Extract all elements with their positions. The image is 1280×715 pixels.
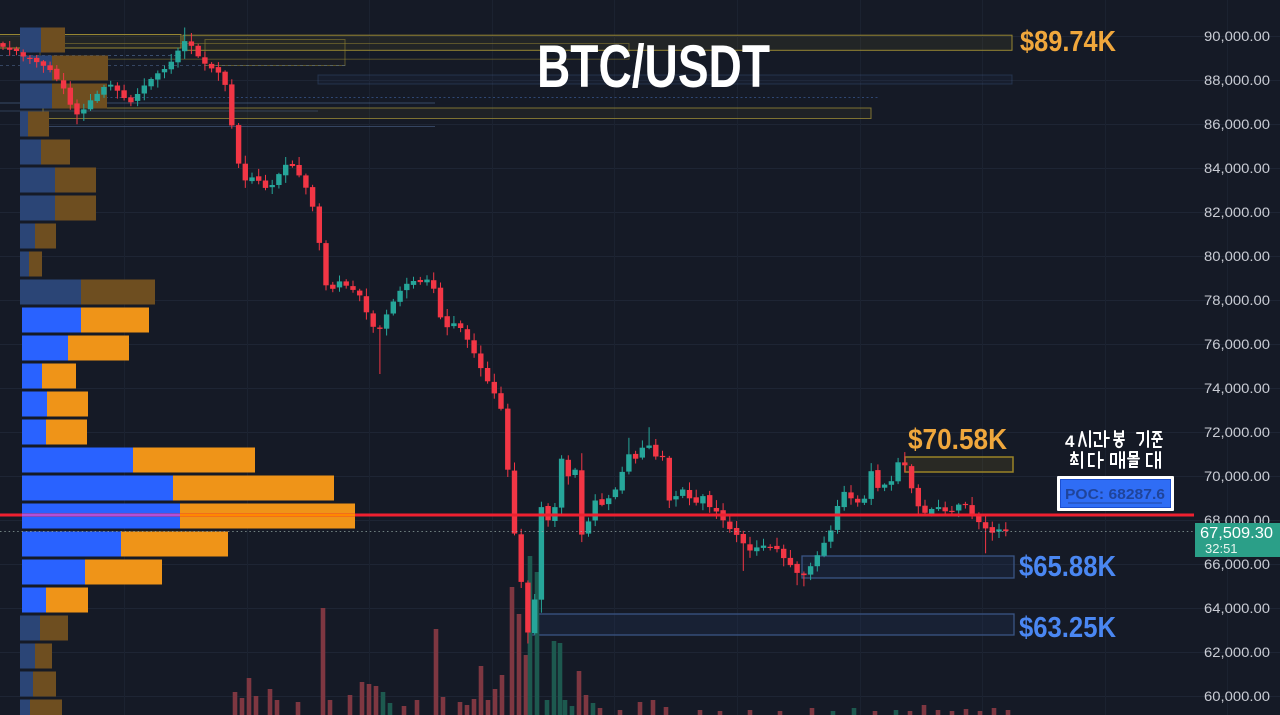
- svg-text:$63.25K: $63.25K: [1019, 612, 1116, 644]
- svg-text:78,000.00: 78,000.00: [1204, 292, 1270, 308]
- svg-text:67,509.30: 67,509.30: [1200, 525, 1273, 542]
- svg-text:POC: 68287.6: POC: 68287.6: [1065, 487, 1165, 503]
- svg-text:$65.88K: $65.88K: [1019, 551, 1116, 583]
- svg-text:88,000.00: 88,000.00: [1204, 72, 1270, 88]
- svg-text:90,000.00: 90,000.00: [1204, 28, 1270, 44]
- svg-text:BTC/USDT: BTC/USDT: [537, 33, 770, 100]
- svg-text:86,000.00: 86,000.00: [1204, 116, 1270, 132]
- svg-text:60,000.00: 60,000.00: [1204, 688, 1270, 704]
- svg-text:64,000.00: 64,000.00: [1204, 600, 1270, 616]
- svg-text:74,000.00: 74,000.00: [1204, 380, 1270, 396]
- svg-text:4: 4: [1065, 432, 1075, 451]
- svg-text:32:51: 32:51: [1205, 541, 1238, 556]
- svg-text:72,000.00: 72,000.00: [1204, 424, 1270, 440]
- svg-text:84,000.00: 84,000.00: [1204, 160, 1270, 176]
- svg-text:82,000.00: 82,000.00: [1204, 204, 1270, 220]
- svg-text:62,000.00: 62,000.00: [1204, 644, 1270, 660]
- svg-text:$89.74K: $89.74K: [1020, 26, 1116, 58]
- svg-text:$70.58K: $70.58K: [908, 424, 1007, 456]
- svg-text:66,000.00: 66,000.00: [1204, 556, 1270, 572]
- svg-text:70,000.00: 70,000.00: [1204, 468, 1270, 484]
- svg-text:80,000.00: 80,000.00: [1204, 248, 1270, 264]
- svg-text:76,000.00: 76,000.00: [1204, 336, 1270, 352]
